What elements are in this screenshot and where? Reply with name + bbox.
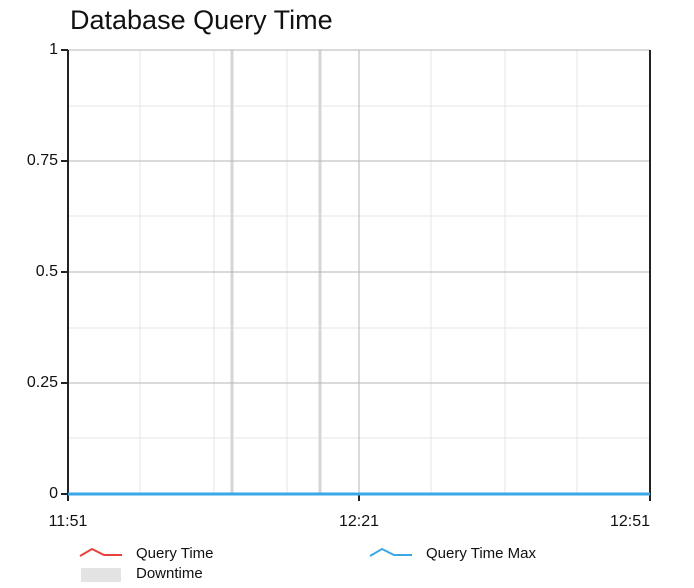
- x-tick-label: 11:51: [49, 513, 88, 530]
- y-tick-label: 1: [49, 41, 58, 58]
- x-tick-label: 12:51: [610, 513, 650, 530]
- legend-swatch: [81, 568, 121, 582]
- legend-label: Query Time: [136, 545, 214, 562]
- y-tick-label: 0.25: [27, 374, 58, 391]
- x-tick-label: 12:21: [339, 513, 379, 530]
- y-tick-label: 0: [49, 485, 58, 502]
- y-tick-label: 0.75: [27, 152, 58, 169]
- legend-label: Downtime: [136, 565, 203, 582]
- legend-swatch: [369, 547, 412, 557]
- y-tick-label: 0.5: [36, 263, 58, 280]
- chart-title: Database Query Time: [70, 5, 333, 35]
- legend-swatch: [79, 547, 122, 557]
- legend-label: Query Time Max: [426, 545, 537, 562]
